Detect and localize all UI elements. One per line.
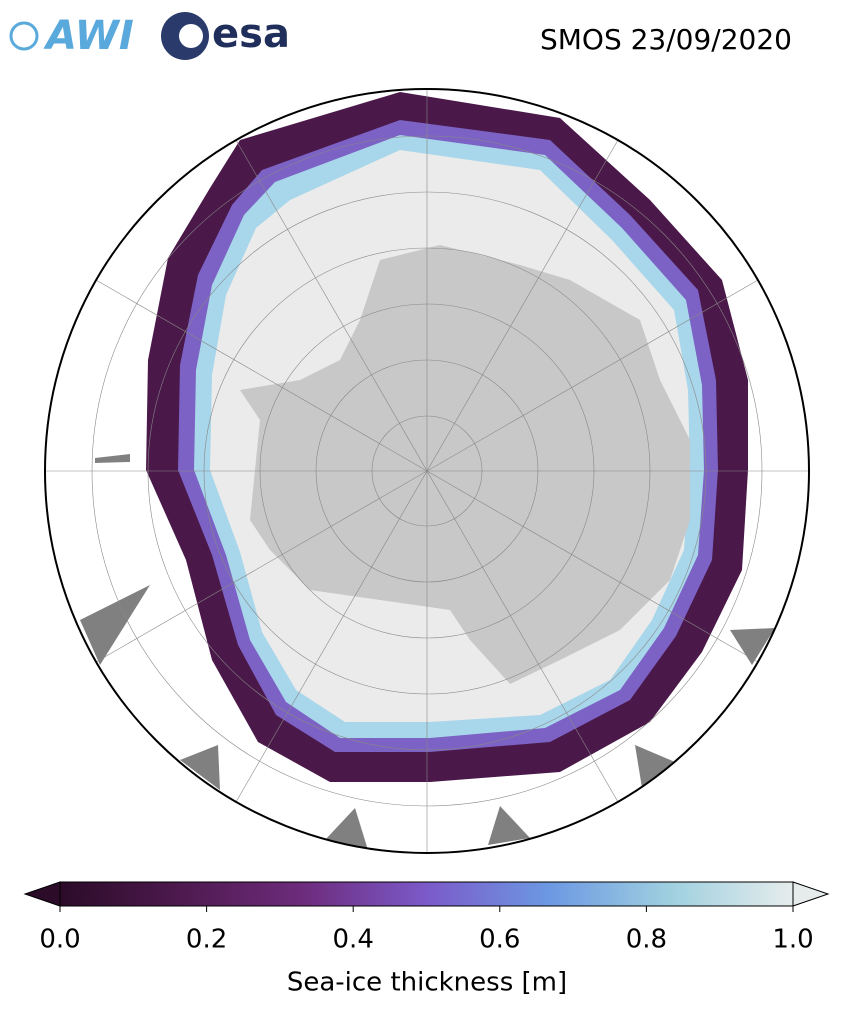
awi-logo: AWI — [43, 13, 134, 59]
colorbar-tick-label: 0.6 — [479, 925, 520, 955]
graticule — [45, 89, 809, 853]
colorbar-tick-label: 0.4 — [333, 925, 374, 955]
logos: AWI esa — [9, 11, 290, 60]
antarctica — [240, 245, 690, 684]
colorbar-bar — [59, 881, 794, 907]
land — [80, 454, 775, 850]
map-boundary — [44, 88, 810, 854]
title: SMOS 23/09/2020 — [540, 23, 792, 56]
colorbar-label: Sea-ice thickness [m] — [287, 968, 567, 998]
map — [45, 89, 809, 853]
colorbar — [23, 881, 830, 912]
colorbar-tick-label: 1.0 — [772, 925, 813, 955]
colorbar-extend-low — [23, 881, 61, 907]
colorbar-tick-label: 0.2 — [186, 925, 227, 955]
colorbar-extend-high — [792, 881, 830, 907]
colorbar-tick-label: 0.0 — [39, 925, 80, 955]
colorbar-tick-label: 0.8 — [626, 925, 667, 955]
esa-logo: esa — [212, 11, 290, 57]
esa-icon-inner — [179, 24, 203, 48]
awi-icon — [9, 21, 39, 51]
